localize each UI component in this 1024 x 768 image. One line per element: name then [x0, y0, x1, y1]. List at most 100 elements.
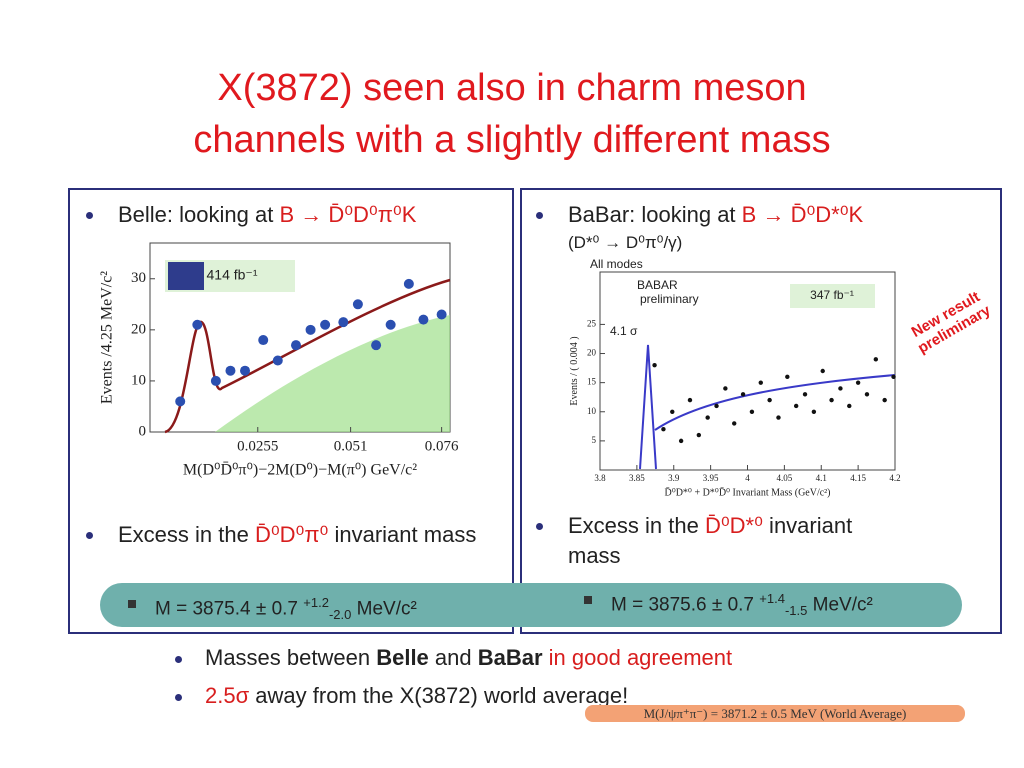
- signal-peak: [639, 344, 657, 470]
- bullet: [86, 212, 93, 219]
- text: Belle: looking at: [118, 202, 280, 227]
- data-point: [403, 278, 414, 289]
- error-down: -2.0: [328, 607, 352, 623]
- unit: MeV/c²: [356, 598, 417, 620]
- data-point: [678, 438, 684, 444]
- data-point: [192, 319, 203, 330]
- fit-curve: [654, 374, 896, 431]
- x-axis-label: M(D⁰D̄⁰π⁰)−2M(D⁰)−M(π⁰) GeV/c²: [183, 462, 417, 479]
- y-axis-label: Events /4.25 MeV/c²: [99, 271, 116, 404]
- decay: B → D̄⁰D*⁰K: [741, 202, 864, 227]
- data-point: [847, 403, 852, 409]
- text: away from the X(3872) world average!: [249, 683, 629, 708]
- bullet: [536, 212, 543, 219]
- belle-logo: [168, 262, 204, 290]
- left-panel: [68, 188, 514, 634]
- annotation: preliminary: [640, 292, 699, 306]
- highlight-band: [100, 583, 962, 627]
- y-tick-label: 5: [592, 435, 597, 445]
- text: Excess in the: [568, 513, 705, 538]
- data-point: [290, 340, 301, 351]
- data-point: [436, 309, 447, 320]
- significance: 2.5σ: [205, 683, 250, 708]
- state: D̄⁰D⁰π⁰: [254, 522, 329, 547]
- text: Masses between: [205, 645, 377, 670]
- data-point: [240, 365, 251, 376]
- x-tick-label: 4.15: [850, 473, 866, 483]
- y-tick-label: 10: [587, 406, 597, 416]
- data-point: [418, 314, 429, 325]
- text: BaBar: looking at: [568, 202, 742, 227]
- mass: M = 3875.4 ± 0.7 +1.2-2.0 MeV/c²: [155, 588, 417, 630]
- excess: Excess in the D̄⁰D⁰π⁰ invariant mass: [118, 520, 498, 550]
- data-point: [864, 392, 870, 397]
- data-point: [320, 319, 331, 330]
- data-point: [793, 403, 799, 409]
- data-point: [873, 357, 879, 362]
- data-point: [305, 324, 316, 335]
- error-up: +1.2: [303, 595, 329, 610]
- legend-box: [790, 284, 875, 308]
- x-tick-label: 3.9: [668, 473, 680, 483]
- text: and: [428, 645, 478, 670]
- decay: B → D̄⁰D⁰π⁰K: [279, 202, 417, 227]
- data-point: [785, 374, 790, 380]
- annotation: 4.1 σ: [610, 324, 638, 338]
- data-point: [670, 409, 675, 414]
- mass: M = 3875.6 ± 0.7 +1.4-1.5 MeV/c²: [611, 584, 873, 626]
- y-tick-label: 20: [131, 321, 146, 337]
- data-point: [740, 392, 746, 397]
- y-axis-label: Events / ( 0.004 ): [569, 336, 580, 405]
- text: invariant mass: [568, 513, 853, 568]
- data-point: [820, 368, 825, 374]
- x-tick-label: 4: [745, 473, 750, 483]
- data-point: [175, 396, 186, 407]
- x-tick-label: 3.95: [703, 473, 719, 483]
- x-tick-label: 0.076: [425, 438, 459, 454]
- bullet: [536, 523, 543, 530]
- x-tick-label: 3.85: [629, 473, 645, 483]
- y-tick-label: 0: [139, 423, 147, 439]
- bullet: [584, 596, 592, 604]
- data-point: [258, 335, 269, 346]
- state: D̄⁰D*⁰: [704, 513, 763, 538]
- error-up: +1.4: [759, 591, 785, 606]
- data-point: [829, 397, 834, 403]
- bullet: [175, 694, 182, 701]
- data-point: [661, 427, 666, 432]
- error-down: -1.5: [784, 603, 808, 619]
- data-point: [855, 380, 861, 385]
- x-tick-label: 0.051: [334, 438, 368, 454]
- y-tick-label: 20: [587, 348, 597, 358]
- experiment: Belle: [376, 645, 429, 670]
- heading: BaBar: looking at B → D̄⁰D*⁰K: [568, 200, 863, 230]
- data-point: [882, 397, 887, 403]
- y-tick-label: 30: [131, 270, 146, 286]
- data-point: [767, 397, 772, 403]
- x-tick-label: 4.2: [889, 473, 900, 483]
- data-point: [210, 375, 221, 386]
- text: invariant mass: [328, 522, 477, 547]
- text: M = 3875.6 ± 0.7: [611, 594, 754, 616]
- data-point: [385, 319, 396, 330]
- bullet: [175, 656, 182, 663]
- bullet: [128, 600, 136, 608]
- data-point: [891, 374, 896, 380]
- x-axis-label: D̄⁰D*⁰ + D*⁰D̄⁰ Invariant Mass (GeV/c²): [664, 487, 830, 499]
- annotation: All modes: [590, 257, 643, 271]
- data-point: [225, 365, 236, 376]
- x-tick-label: 0.0255: [237, 438, 278, 454]
- bullet: [86, 532, 93, 539]
- data-point: [371, 340, 382, 351]
- experiment: BaBar: [477, 645, 543, 670]
- annotation: BABAR: [637, 278, 678, 292]
- text: M = 3875.4 ± 0.7: [155, 598, 298, 620]
- heading: Belle: looking at B → D̄⁰D⁰π⁰K: [118, 200, 416, 230]
- x-tick-label: 4.1: [816, 473, 827, 483]
- data-point: [749, 409, 755, 414]
- annotation: 347 fb⁻¹: [810, 288, 854, 302]
- y-tick-label: 25: [587, 318, 597, 328]
- data-point: [758, 380, 763, 385]
- data-point: [338, 317, 349, 328]
